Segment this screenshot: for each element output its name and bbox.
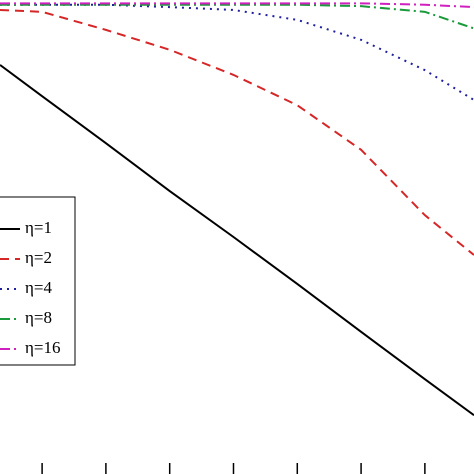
- series-line: [0, 3, 474, 30]
- legend-label: η=4: [25, 278, 52, 297]
- series-line: [0, 2, 474, 9]
- legend-box: [0, 196, 76, 366]
- series-line: [0, 64, 474, 417]
- series-line: [0, 3, 474, 101]
- legend-label: η=8: [25, 308, 52, 327]
- legend-label: η=16: [25, 338, 60, 357]
- series-line: [0, 8, 474, 256]
- legend-label: η=2: [25, 248, 52, 267]
- legend-label: η=1: [25, 218, 52, 237]
